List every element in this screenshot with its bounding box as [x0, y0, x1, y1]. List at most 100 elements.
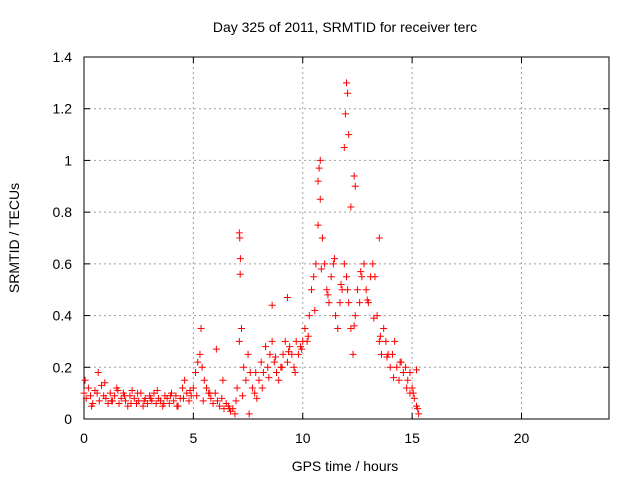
data-point — [160, 399, 168, 407]
data-point — [324, 291, 332, 299]
data-point — [382, 337, 390, 345]
x-tick-label: 15 — [404, 430, 420, 446]
data-point — [329, 260, 337, 268]
data-point — [240, 363, 248, 371]
data-point — [170, 397, 178, 405]
data-point — [225, 405, 233, 413]
data-point — [316, 195, 324, 203]
data-point — [318, 234, 326, 242]
data-point — [268, 301, 276, 309]
data-point — [406, 368, 414, 376]
y-axis-label: SRMTID / TECUs — [6, 183, 22, 293]
data-point — [101, 379, 109, 387]
data-point — [315, 164, 323, 172]
data-point — [200, 376, 208, 384]
data-point — [134, 389, 142, 397]
data-point — [391, 337, 399, 345]
data-point — [153, 387, 161, 395]
data-point — [218, 394, 226, 402]
data-point — [199, 397, 207, 405]
data-point — [396, 358, 404, 366]
y-tick-label: 0.8 — [53, 204, 73, 220]
data-point — [358, 273, 366, 281]
gridlines — [84, 57, 609, 419]
data-point — [357, 268, 365, 276]
data-point — [399, 368, 407, 376]
data-point — [343, 273, 350, 281]
data-point — [209, 399, 217, 407]
data-point — [178, 384, 186, 392]
data-point — [383, 353, 391, 361]
data-point — [351, 312, 359, 320]
data-point — [194, 358, 202, 366]
data-point — [270, 358, 278, 366]
data-point — [353, 286, 361, 294]
x-axis-label: GPS time / hours — [292, 458, 399, 474]
data-point — [245, 410, 253, 418]
data-point — [351, 182, 359, 190]
data-point — [115, 399, 123, 407]
data-point — [236, 234, 244, 242]
data-point — [327, 273, 335, 281]
data-point — [278, 363, 286, 371]
chart-title: Day 325 of 2011, SRMTID for receiver ter… — [213, 19, 477, 35]
data-point — [255, 376, 263, 384]
data-point — [198, 363, 206, 371]
data-point — [349, 350, 357, 358]
data-point — [259, 368, 267, 376]
data-point — [410, 394, 418, 402]
x-tick-label: 5 — [189, 430, 197, 446]
data-point — [362, 286, 370, 294]
data-point — [301, 325, 309, 332]
data-point — [186, 387, 194, 395]
data-point — [80, 389, 88, 397]
data-point — [251, 389, 259, 397]
data-point — [340, 260, 348, 268]
data-point — [294, 350, 302, 358]
data-point — [84, 384, 92, 392]
data-point — [375, 234, 383, 242]
y-tick-label: 1 — [64, 152, 72, 168]
data-point — [370, 314, 378, 322]
data-point — [292, 337, 300, 345]
data-point — [283, 293, 291, 301]
data-point — [308, 286, 315, 294]
data-point — [347, 203, 355, 211]
data-point — [82, 394, 90, 402]
data-point — [258, 384, 266, 392]
data-point — [363, 296, 371, 304]
plot-frame — [83, 56, 610, 420]
data-point — [181, 376, 189, 384]
data-point — [393, 363, 401, 371]
data-point — [93, 389, 101, 397]
x-tick-label: 20 — [514, 430, 530, 446]
data-point — [388, 350, 396, 358]
data-point — [88, 402, 96, 410]
data-point — [193, 392, 201, 400]
data-point — [244, 350, 252, 358]
data-point — [140, 397, 148, 405]
data-points — [80, 79, 423, 418]
data-point — [216, 402, 224, 410]
data-point — [343, 79, 350, 87]
data-point — [192, 368, 200, 376]
y-tick-label: 1.2 — [53, 101, 73, 117]
x-tick-label: 0 — [80, 430, 88, 446]
y-tick-label: 0.4 — [53, 308, 73, 324]
data-point — [128, 387, 136, 395]
data-point — [265, 374, 273, 382]
data-point — [283, 358, 291, 366]
data-point — [413, 366, 420, 374]
data-point — [369, 260, 377, 268]
data-point — [317, 265, 325, 273]
data-point — [166, 392, 174, 400]
data-point — [325, 299, 333, 307]
data-point — [386, 363, 394, 371]
data-point — [106, 389, 114, 397]
data-point — [409, 389, 417, 397]
data-point — [219, 376, 227, 384]
data-point — [303, 337, 311, 345]
data-point — [107, 397, 115, 405]
data-point — [173, 402, 181, 410]
